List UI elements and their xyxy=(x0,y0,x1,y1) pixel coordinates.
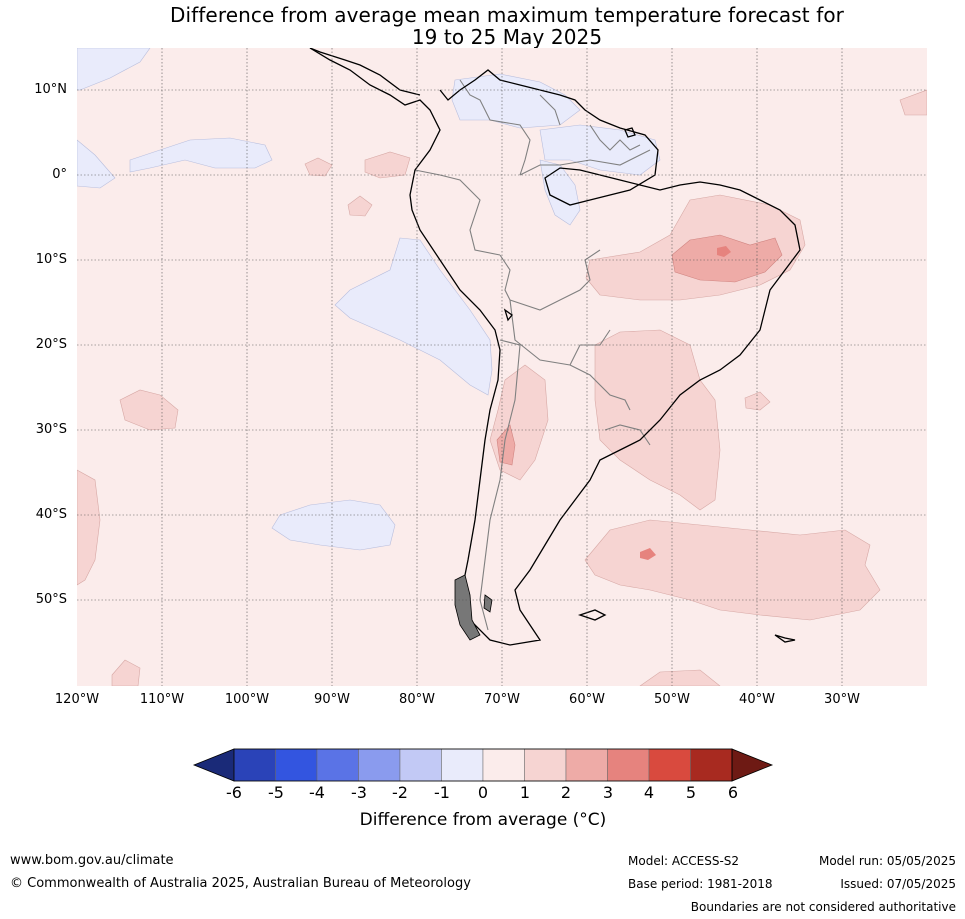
blue-region-peru-coast xyxy=(334,237,493,396)
coastline-lake-titicaca xyxy=(503,308,513,322)
colorbar-extend-high xyxy=(731,748,774,782)
colorbar-segment xyxy=(648,748,691,782)
colorbar-label-1: 1 xyxy=(519,783,531,802)
salmon-region-northeast-brazil xyxy=(671,234,783,283)
title-line-1: Difference from average mean maximum tem… xyxy=(169,3,844,27)
lat-label-20s: 20°S xyxy=(35,337,67,352)
lon-label-90w: 90°W xyxy=(314,692,350,707)
lat-label-10n: 10°N xyxy=(34,82,67,97)
coastline-amazon-delta xyxy=(624,127,636,138)
colorbar-outline xyxy=(233,748,733,782)
pink-region-south-atlantic xyxy=(584,519,881,621)
pink-region-east-edge xyxy=(899,89,927,116)
footer-website: www.bom.gov.au/climate xyxy=(10,853,174,868)
colorbar-label-m6: -6 xyxy=(226,783,242,802)
footer-base-period: Base period: 1981-2018 xyxy=(628,877,773,891)
lon-label-80w: 80°W xyxy=(399,692,435,707)
colorbar-label-m4: -4 xyxy=(309,783,325,802)
lon-label-120w: 120°W xyxy=(54,692,100,707)
pink-region-equatorial-blob xyxy=(364,151,411,179)
pink-region-small-3 xyxy=(744,391,771,411)
lon-label-30w: 30°W xyxy=(824,692,860,707)
blue-region-equatorial-pacific xyxy=(129,137,273,173)
colorbar-segment xyxy=(524,748,567,782)
colorbar xyxy=(192,748,774,782)
pink-region-bottom-1 xyxy=(111,659,141,686)
lat-label-50s: 50°S xyxy=(35,592,67,607)
footer-model-run: Model run: 05/05/2025 xyxy=(818,854,956,868)
colorbar-title: Difference from average (°C) xyxy=(359,810,607,830)
blue-region-northwest xyxy=(77,48,151,91)
footer-issued: Issued: 07/05/2025 xyxy=(840,877,956,891)
title-line-2: 19 to 25 May 2025 xyxy=(411,25,603,49)
lon-label-60w: 60°W xyxy=(569,692,605,707)
colorbar-segment xyxy=(399,748,442,782)
lon-label-40w: 40°W xyxy=(739,692,775,707)
colorbar-segment xyxy=(441,748,484,782)
blue-region-south-pacific xyxy=(271,499,396,551)
blue-region-galapagos xyxy=(77,139,116,189)
colorbar-label-m1: -1 xyxy=(434,783,450,802)
lon-label-70w: 70°W xyxy=(484,692,520,707)
colorbar-label-m5: -5 xyxy=(268,783,284,802)
colorbar-segment xyxy=(233,748,276,782)
colorbar-label-2: 2 xyxy=(560,783,572,802)
red-region-brazil-core xyxy=(717,246,731,257)
lat-label-10s: 10°S xyxy=(35,252,67,267)
lat-label-0: 0° xyxy=(52,167,67,182)
colorbar-segment xyxy=(358,748,401,782)
positive-anomaly-regions-high xyxy=(640,246,731,560)
colorbar-label-5: 5 xyxy=(685,783,697,802)
pink-region-south-pacific-west xyxy=(119,389,179,431)
colorbar-label-4: 4 xyxy=(643,783,655,802)
lat-label-40s: 40°S xyxy=(35,507,67,522)
colorbar-label-3: 3 xyxy=(602,783,614,802)
pink-region-south-brazil xyxy=(594,329,721,511)
colorbar-label-m2: -2 xyxy=(392,783,408,802)
colorbar-segment xyxy=(607,748,650,782)
pink-region-bottom-2 xyxy=(639,669,721,686)
footer-copyright: © Commonwealth of Australia 2025, Austra… xyxy=(10,876,471,891)
gridlines xyxy=(77,48,927,686)
negative-anomaly-regions xyxy=(77,48,661,551)
footer-model: Model: ACCESS-S2 xyxy=(628,854,740,868)
colorbar-label-0: 0 xyxy=(477,783,489,802)
blue-region-guianas xyxy=(539,124,661,176)
map-title: Difference from average mean maximum tem… xyxy=(0,4,965,48)
pink-region-small-2 xyxy=(304,157,333,177)
lat-label-30s: 30°S xyxy=(35,422,67,437)
footer-disclaimer: Boundaries are not considered authoritat… xyxy=(690,900,956,914)
coastline-south-georgia xyxy=(774,634,796,643)
colorbar-segment xyxy=(690,748,733,782)
colorbar-label-6: 6 xyxy=(727,783,739,802)
colorbar-label-m3: -3 xyxy=(351,783,367,802)
lon-label-110w: 110°W xyxy=(139,692,185,707)
coastline-falklands xyxy=(577,609,607,621)
country-borders xyxy=(414,79,651,631)
colorbar-extend-low xyxy=(192,748,235,782)
colorbar-segment xyxy=(482,748,525,782)
pink-region-small-1 xyxy=(347,195,373,217)
coastline-south-america xyxy=(309,48,801,646)
chile-archipelago xyxy=(454,574,493,641)
pink-region-west-edge xyxy=(77,469,101,586)
lon-label-100w: 100°W xyxy=(224,692,270,707)
colorbar-segment xyxy=(316,748,359,782)
red-region-south-atlantic xyxy=(640,548,656,560)
colorbar-segment xyxy=(275,748,318,782)
lon-label-50w: 50°W xyxy=(654,692,690,707)
colorbar-segment xyxy=(565,748,608,782)
